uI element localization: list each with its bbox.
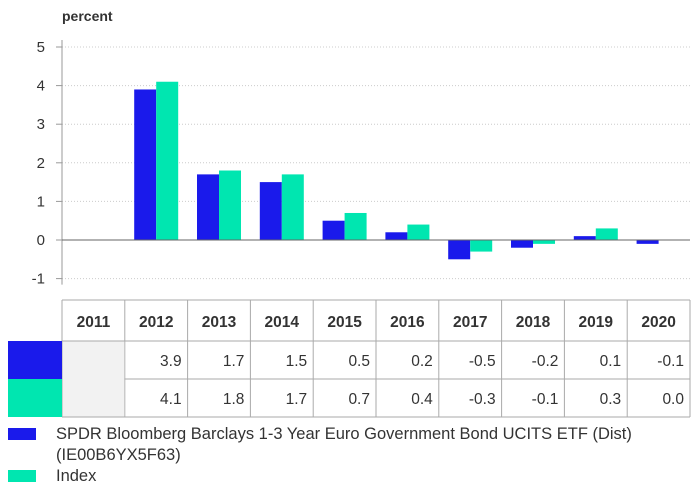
y-tick-label: -1	[32, 271, 45, 288]
bar-index-2016	[407, 224, 430, 240]
legend-item-etf: SPDR Bloomberg Barclays 1-3 Year Euro Go…	[8, 424, 688, 466]
table-cell-etf-2013: 1.7	[223, 353, 245, 370]
table-cell-etf-2017: -0.5	[469, 353, 496, 370]
y-tick-label: 3	[37, 116, 45, 133]
table-header-2013: 2013	[202, 314, 237, 331]
data-table: 2011 2012 2013 2014 2015 2016 2017 2018 2019 2020…	[8, 299, 691, 418]
table-header-2015: 2015	[327, 314, 362, 331]
legend-label-etf: SPDR Bloomberg Barclays 1-3 Year Euro Go…	[56, 425, 632, 464]
table-header-2012: 2012	[139, 314, 173, 331]
table-cell-etf-2015: 0.5	[348, 353, 370, 370]
bar-index-2018	[533, 240, 555, 244]
table-header-2011: 2011	[77, 314, 111, 331]
table-cell-etf-2014: 1.5	[286, 353, 308, 370]
bar-etf-2020	[636, 240, 659, 244]
y-tick-label: 5	[37, 39, 45, 56]
table-header-2018: 2018	[516, 314, 551, 331]
table-cell-index-2014: 1.7	[286, 391, 308, 408]
y-tick-label: 4	[37, 78, 45, 95]
legend-swatch-index	[8, 470, 36, 482]
table-row-swatch-etf	[8, 341, 62, 379]
table-header-2020: 2020	[641, 314, 675, 331]
table-cell-index-2020: 0.0	[662, 391, 684, 408]
bar-etf-2015	[322, 220, 345, 240]
table-cell-index-2018: -0.1	[532, 391, 559, 408]
bar-index-2015	[344, 212, 367, 240]
bar-etf-2016	[385, 232, 408, 240]
table-cell-etf-2020: -0.1	[657, 353, 684, 370]
table-header-2017: 2017	[453, 314, 487, 331]
bar-index-2014	[281, 174, 304, 240]
table-cell-index-2012: 4.1	[160, 391, 182, 408]
table-cell-etf-2016: 0.2	[411, 353, 433, 370]
table-cell-index-2013: 1.8	[223, 391, 245, 408]
table-cell-index-2017: -0.3	[469, 391, 496, 408]
table-header-2019: 2019	[579, 314, 614, 331]
legend-label-index: Index	[56, 467, 97, 485]
y-tick-label: 1	[37, 193, 45, 210]
bar-index-2012	[156, 81, 179, 241]
bar-etf-2012	[134, 89, 157, 241]
table-cell-index-2015: 0.7	[348, 391, 370, 408]
table-cell-etf-2018: -0.2	[532, 353, 559, 370]
table-cell-index-2019: 0.3	[600, 391, 622, 408]
y-axis-ticks: 5 4 3 2 1 0 -1	[32, 39, 62, 288]
table-header-2014: 2014	[265, 314, 300, 331]
bar-index-2019	[595, 228, 618, 240]
y-tick-label: 2	[37, 155, 45, 172]
bar-etf-2018	[511, 240, 533, 248]
table-row-swatch-index	[8, 379, 62, 417]
bar-index-2013	[219, 170, 241, 240]
bar-etf-2014	[259, 182, 282, 240]
bar-etf-2013	[197, 174, 219, 240]
legend: SPDR Bloomberg Barclays 1-3 Year Euro Go…	[8, 424, 688, 487]
y-axis-unit-label: percent	[62, 8, 113, 24]
table-empty-cell	[62, 341, 125, 417]
bars	[134, 81, 659, 260]
table-header-2016: 2016	[390, 314, 425, 331]
axes	[61, 40, 690, 285]
bar-etf-2019	[573, 236, 596, 240]
table-cell-index-2016: 0.4	[411, 391, 433, 408]
bar-etf-2017	[448, 240, 471, 260]
y-tick-label: 0	[37, 232, 45, 249]
bar-index-2017	[470, 240, 493, 252]
table-cell-etf-2012: 3.9	[160, 353, 182, 370]
legend-swatch-etf	[8, 428, 36, 440]
table-cell-etf-2019: 0.1	[600, 353, 622, 370]
legend-item-index: Index	[8, 466, 688, 487]
